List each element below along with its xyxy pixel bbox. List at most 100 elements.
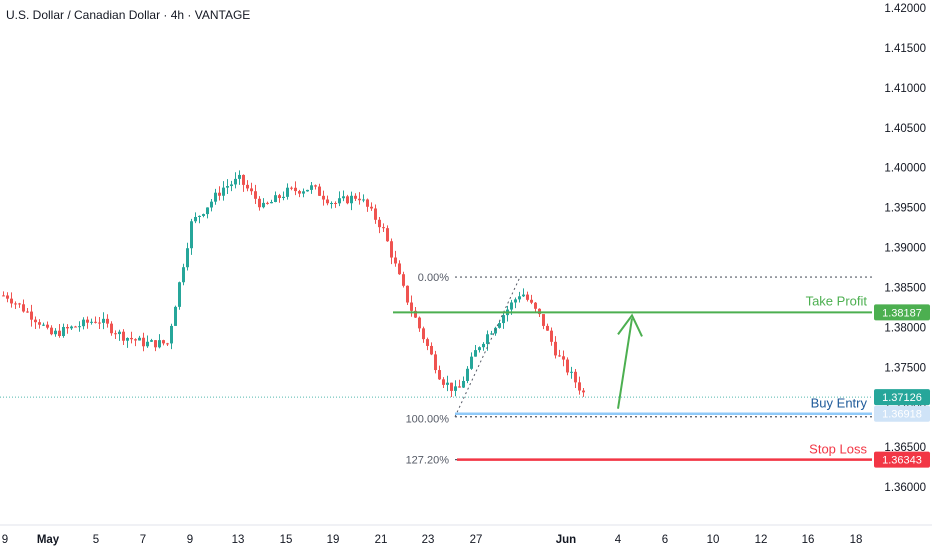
candle — [50, 325, 53, 336]
x-tick-label: 4 — [615, 534, 622, 546]
candle — [10, 292, 13, 308]
candle-body — [578, 382, 581, 391]
candle — [30, 304, 33, 327]
candle — [278, 193, 281, 203]
candle-body — [258, 198, 261, 208]
y-tick-label: 1.40000 — [884, 163, 926, 175]
candle — [482, 342, 485, 351]
candle-body — [582, 390, 585, 393]
stop-loss-price-tag-bg — [874, 451, 930, 468]
x-tick-label: 21 — [375, 534, 388, 546]
candle-body — [90, 321, 93, 323]
candle — [370, 202, 373, 211]
candle-body — [362, 199, 365, 201]
y-tick-label: 1.41500 — [884, 43, 926, 55]
buy-entry-label: Buy Entry — [811, 396, 868, 411]
candle — [66, 324, 69, 334]
candle — [566, 357, 569, 376]
candle-body — [510, 302, 513, 310]
take-profit-price-tag: 1.38187 — [874, 304, 930, 321]
candle-body — [70, 326, 73, 329]
candle — [394, 250, 397, 267]
candle-body — [482, 343, 485, 348]
candle — [446, 375, 449, 392]
candle — [518, 291, 521, 303]
candle-body — [82, 319, 85, 327]
candle — [562, 350, 565, 367]
candle — [570, 366, 573, 379]
x-tick-label: 10 — [707, 534, 720, 546]
y-tick-label: 1.36500 — [884, 442, 926, 454]
candle-body — [142, 337, 145, 347]
candle-body — [358, 198, 361, 201]
stop-loss-price-tag-text: 1.36343 — [882, 455, 922, 467]
candle — [54, 328, 57, 337]
candle — [310, 182, 313, 194]
candle — [246, 180, 249, 192]
candle — [374, 204, 377, 224]
candle-body — [130, 337, 133, 340]
candle — [434, 350, 437, 374]
candle-body — [166, 343, 169, 345]
candle — [74, 325, 77, 328]
candle-body — [526, 294, 529, 300]
candle — [306, 189, 309, 192]
candle-body — [546, 325, 549, 331]
arrow-shaft — [617, 318, 633, 409]
buy-entry-price-tag-bg — [874, 405, 930, 422]
candle-body — [26, 311, 29, 313]
candle — [138, 335, 141, 341]
candle-body — [34, 319, 37, 323]
candle-body — [574, 371, 577, 383]
candle-body — [54, 330, 57, 335]
candle-body — [430, 345, 433, 355]
candle-body — [410, 302, 413, 311]
take-profit-label: Take Profit — [806, 293, 868, 308]
candle-body — [178, 282, 181, 307]
candle-body — [382, 227, 385, 229]
candle-body — [354, 195, 357, 199]
chart-title: U.S. Dollar / Canadian Dollar · 4h · VAN… — [6, 8, 251, 22]
candle-body — [38, 322, 41, 325]
y-tick-label: 1.41000 — [884, 83, 926, 95]
candle — [238, 170, 241, 185]
candle-body — [138, 337, 141, 341]
candle — [462, 376, 465, 389]
y-tick-label: 1.39000 — [884, 243, 926, 255]
candle — [450, 382, 453, 397]
x-tick-label: 18 — [850, 534, 863, 546]
candle — [314, 184, 317, 190]
candle-body — [314, 185, 317, 187]
candle-body — [414, 310, 417, 318]
candle-body — [174, 306, 177, 326]
candle-body — [518, 296, 521, 300]
candle-body — [238, 174, 241, 179]
x-tick-label: Jun — [556, 534, 576, 546]
candle — [582, 388, 585, 397]
candle-body — [286, 187, 289, 197]
candle-body — [530, 299, 533, 303]
candle — [14, 301, 17, 310]
candle-body — [10, 298, 13, 304]
x-tick-label: 7 — [140, 534, 146, 546]
candle — [258, 196, 261, 211]
candle — [386, 225, 389, 242]
candle-body — [194, 216, 197, 222]
candle — [150, 338, 153, 343]
x-tick-label: 27 — [470, 534, 483, 546]
candle-body — [170, 325, 173, 344]
candle — [426, 337, 429, 351]
candle — [250, 182, 253, 195]
candle — [170, 323, 173, 350]
candle-body — [154, 340, 157, 348]
candle — [350, 191, 353, 211]
candle-body — [58, 330, 61, 337]
arrow-head — [617, 313, 643, 337]
candle — [458, 379, 461, 388]
candle-body — [226, 186, 229, 188]
candle-body — [566, 359, 569, 373]
candle-body — [98, 322, 101, 324]
candle — [142, 332, 145, 352]
candle-body — [186, 248, 189, 268]
